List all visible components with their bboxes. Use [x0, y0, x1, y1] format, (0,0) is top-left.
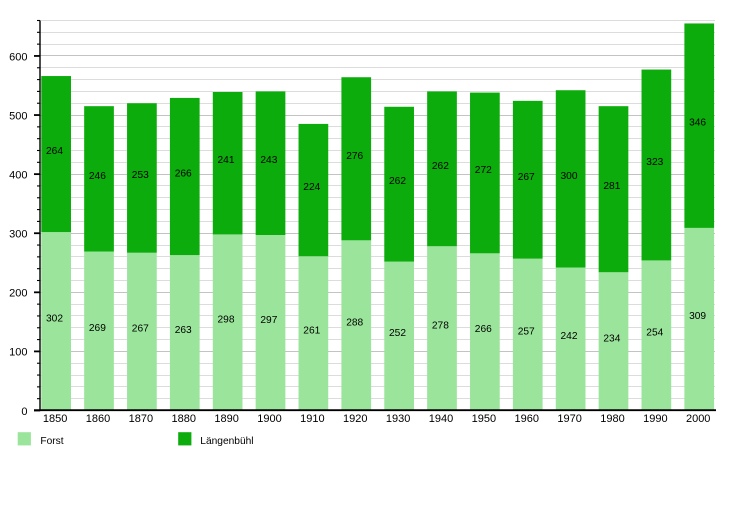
svg-text:200: 200	[9, 288, 27, 300]
svg-text:1990: 1990	[643, 413, 667, 425]
svg-text:254: 254	[646, 328, 663, 339]
svg-text:346: 346	[689, 118, 706, 129]
svg-text:0: 0	[21, 406, 27, 418]
svg-text:Forst: Forst	[40, 436, 63, 447]
svg-text:1980: 1980	[600, 413, 624, 425]
svg-text:1880: 1880	[172, 413, 196, 425]
svg-text:224: 224	[303, 182, 320, 193]
svg-text:500: 500	[9, 110, 27, 122]
svg-text:263: 263	[175, 325, 192, 336]
svg-text:300: 300	[561, 171, 578, 182]
svg-text:1920: 1920	[343, 413, 367, 425]
svg-text:261: 261	[303, 325, 320, 336]
svg-text:257: 257	[518, 327, 535, 338]
svg-text:278: 278	[432, 320, 449, 331]
svg-text:267: 267	[518, 172, 535, 183]
svg-text:276: 276	[346, 151, 363, 162]
svg-text:246: 246	[89, 171, 106, 182]
svg-text:1870: 1870	[129, 413, 153, 425]
svg-text:1950: 1950	[472, 413, 496, 425]
svg-text:262: 262	[389, 176, 406, 187]
svg-text:Längenbühl: Längenbühl	[200, 436, 253, 447]
svg-text:1890: 1890	[214, 413, 238, 425]
svg-text:1970: 1970	[557, 413, 581, 425]
svg-text:1930: 1930	[386, 413, 410, 425]
svg-text:269: 269	[89, 323, 106, 334]
svg-text:288: 288	[346, 317, 363, 328]
svg-text:242: 242	[561, 331, 578, 342]
svg-text:253: 253	[132, 170, 149, 181]
svg-text:400: 400	[9, 169, 27, 181]
svg-text:2000: 2000	[686, 413, 710, 425]
svg-text:266: 266	[175, 169, 192, 180]
svg-text:243: 243	[260, 155, 277, 166]
svg-text:267: 267	[132, 324, 149, 335]
svg-text:241: 241	[218, 155, 235, 166]
svg-text:264: 264	[46, 146, 63, 157]
svg-text:100: 100	[9, 347, 27, 359]
svg-text:1960: 1960	[515, 413, 539, 425]
svg-text:281: 281	[603, 181, 620, 192]
svg-text:234: 234	[603, 333, 620, 344]
svg-text:302: 302	[46, 313, 63, 324]
svg-text:252: 252	[389, 328, 406, 339]
svg-text:272: 272	[475, 165, 492, 176]
svg-text:262: 262	[432, 161, 449, 172]
svg-text:297: 297	[260, 315, 277, 326]
svg-text:323: 323	[646, 157, 663, 168]
svg-text:600: 600	[9, 51, 27, 63]
svg-text:1910: 1910	[300, 413, 324, 425]
svg-text:309: 309	[689, 311, 706, 322]
svg-text:266: 266	[475, 324, 492, 335]
svg-text:1940: 1940	[429, 413, 453, 425]
svg-text:298: 298	[218, 315, 235, 326]
svg-text:300: 300	[9, 229, 27, 241]
svg-text:1850: 1850	[43, 413, 67, 425]
svg-text:1900: 1900	[257, 413, 281, 425]
svg-text:1860: 1860	[86, 413, 110, 425]
